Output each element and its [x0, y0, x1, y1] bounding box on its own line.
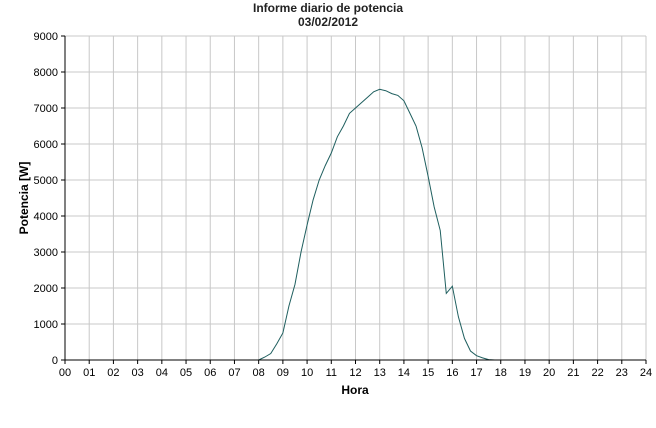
y-axis-ticks: 0 1000 2000 3000 4000 5000 6000 7000 8000 9000	[34, 31, 65, 367]
series-line	[258, 88, 495, 361]
chart-subtitle: 03/02/2012	[298, 15, 358, 29]
x-tick-label: 18	[495, 367, 507, 379]
x-tick-label: 23	[616, 367, 628, 379]
x-tick-label: 12	[349, 367, 361, 379]
y-axis-label: Potencia [W]	[17, 162, 31, 235]
y-tick-label: 2000	[34, 283, 58, 295]
x-tick-label: 15	[422, 367, 434, 379]
y-tick-label: 1000	[34, 319, 58, 331]
x-tick-label: 06	[204, 367, 216, 379]
y-tick-label: 4000	[34, 211, 58, 223]
x-tick-label: 19	[519, 367, 531, 379]
x-axis-ticks: 00 01 02 03 04 05 06 07 08 09 10 11 12 13 14 15 16 17 18 19…	[59, 360, 652, 379]
x-tick-label: 05	[180, 367, 192, 379]
x-tick-label: 07	[228, 367, 240, 379]
y-tick-label: 0	[52, 355, 58, 367]
y-tick-label: 3000	[34, 247, 58, 259]
x-axis-label: Hora	[341, 383, 369, 397]
x-tick-label: 16	[446, 367, 458, 379]
y-tick-label: 5000	[34, 175, 58, 187]
x-tick-label: 11	[326, 367, 337, 379]
x-tick-label: 21	[567, 367, 579, 379]
x-tick-label: 08	[253, 367, 265, 379]
y-tick-label: 9000	[34, 31, 58, 43]
x-tick-label: 17	[470, 367, 482, 379]
x-tick-label: 10	[301, 367, 313, 379]
x-tick-label: 00	[59, 367, 71, 379]
x-tick-label: 24	[640, 367, 652, 379]
y-tick-label: 7000	[34, 103, 58, 115]
x-tick-label: 02	[107, 367, 119, 379]
x-tick-label: 14	[398, 367, 410, 379]
chart-title: Informe diario de potencia	[253, 1, 403, 15]
axes	[64, 36, 646, 361]
x-tick-label: 03	[132, 367, 144, 379]
x-tick-label: 09	[277, 367, 289, 379]
x-tick-label: 20	[543, 367, 555, 379]
y-tick-label: 6000	[34, 139, 58, 151]
x-tick-label: 04	[156, 367, 168, 379]
x-tick-label: 13	[374, 367, 386, 379]
y-tick-label: 8000	[34, 67, 58, 79]
x-tick-label: 22	[591, 367, 603, 379]
x-tick-label: 01	[83, 367, 95, 379]
grid	[65, 35, 647, 360]
